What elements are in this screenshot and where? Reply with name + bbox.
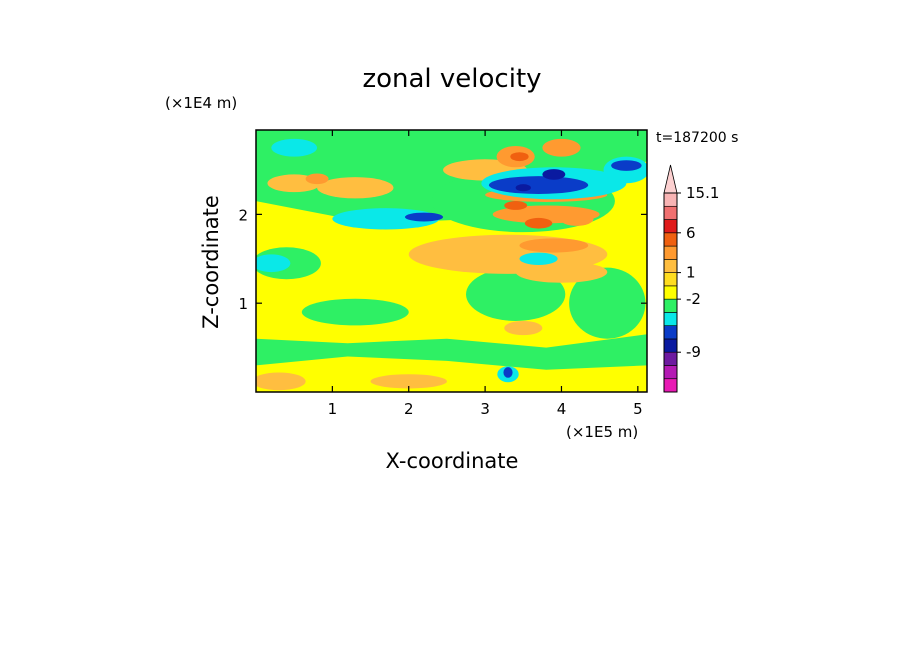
colorbar-label: 15.1 (686, 184, 719, 202)
y-axis-label: Z-coordinate (199, 195, 223, 329)
colorbar-level (663, 298, 678, 313)
field-region-35 (503, 367, 513, 378)
field-region-14 (370, 374, 447, 389)
field-region-22 (524, 217, 553, 229)
y-tick-label: 2 (238, 206, 248, 224)
field-region-12 (504, 320, 543, 336)
field-region-37 (515, 184, 531, 192)
field-region-19 (542, 138, 581, 157)
field-region-27 (271, 138, 318, 157)
colorbar-label: 1 (686, 264, 696, 282)
field-region-11 (515, 261, 608, 283)
colorbar: 15.1 6 1 -2 -9 (663, 164, 719, 393)
x-tick-label: 1 (328, 400, 338, 418)
x-axis-label: X-coordinate (386, 449, 519, 473)
y-tick-label: 1 (238, 295, 248, 313)
field-region-36 (542, 169, 566, 180)
colorbar-frame (663, 192, 678, 393)
colorbar-level (663, 259, 678, 273)
colorbar-level (663, 351, 678, 366)
field-region-20 (305, 173, 329, 185)
x-tick-label: 4 (557, 400, 567, 418)
field-region-15 (519, 238, 589, 253)
colorbar-level (663, 325, 678, 340)
field-region-32 (488, 176, 589, 194)
colorbar-label: -9 (686, 343, 701, 361)
field-region-34 (611, 160, 642, 171)
colorbar-level (663, 219, 678, 234)
colorbar-level (663, 272, 678, 287)
colorbar-level (663, 205, 678, 220)
colorbar-level (663, 285, 678, 300)
x-tick-label: 3 (480, 400, 490, 418)
colorbar-level (663, 312, 678, 326)
field-region-13 (256, 372, 306, 391)
colorbar-level (663, 245, 678, 260)
time-label: t=187200 s (656, 130, 738, 146)
field-region-23 (504, 201, 528, 210)
colorbar-level (663, 232, 678, 247)
field-region-5 (301, 298, 409, 326)
colorbar-label: 6 (686, 224, 696, 242)
x-unit-label: (×1E5 m) (566, 423, 638, 441)
field-region-1 (256, 334, 647, 370)
colorbar-level (663, 192, 678, 207)
colorbar-level (663, 365, 678, 380)
plot-frame (255, 129, 648, 393)
colorbar-arrow (663, 164, 678, 194)
field-region-3 (569, 267, 646, 339)
x-axis: 1 2 3 4 5 (328, 130, 643, 418)
field-region-24 (510, 152, 529, 162)
field-region-33 (404, 212, 444, 222)
contour-field (256, 130, 647, 392)
colorbar-level (663, 338, 678, 353)
field-region-25 (332, 208, 440, 230)
field-region-9 (317, 177, 394, 199)
colorbar-level (663, 378, 678, 393)
y-unit-label: (×1E4 m) (165, 94, 237, 112)
colorbar-label: -2 (686, 290, 701, 308)
x-tick-label: 5 (633, 400, 643, 418)
y-axis: 12 (238, 206, 647, 313)
field-region-30 (519, 252, 558, 265)
field-region-26 (256, 254, 291, 273)
chart-title: zonal velocity (362, 64, 541, 94)
x-tick-label: 2 (404, 400, 414, 418)
field-region-21 (559, 211, 594, 226)
